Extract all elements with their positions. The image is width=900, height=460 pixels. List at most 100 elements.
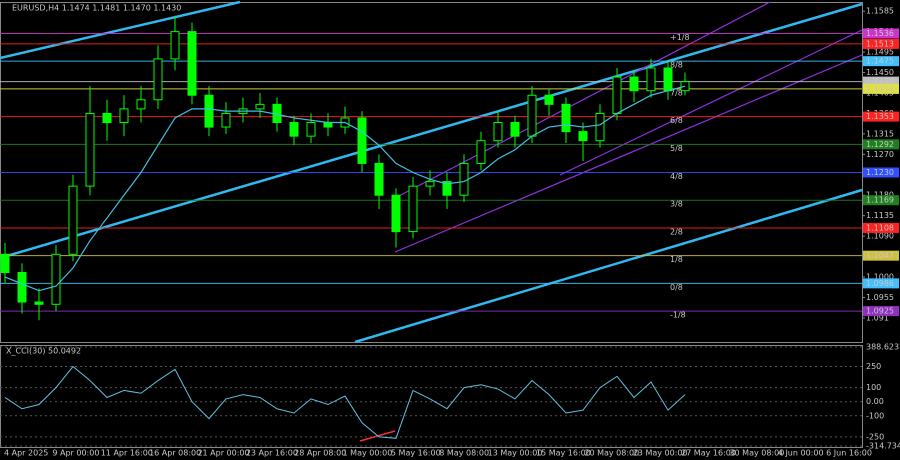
murray-label: 7/8	[670, 88, 683, 97]
y-tick-label: 1.091	[866, 313, 889, 322]
murray-label: 6/8	[670, 116, 683, 125]
x-tick-label: 8 May 08:00	[439, 449, 489, 458]
candle-body	[493, 122, 503, 142]
candle-body	[459, 162, 469, 196]
trend-line	[0, 0, 241, 60]
level-label-box	[863, 167, 899, 178]
candle-body	[255, 103, 265, 110]
candle-body	[306, 122, 316, 137]
trend-line	[354, 188, 863, 344]
murray-label: 1/8	[670, 255, 683, 264]
candle-body	[204, 94, 214, 128]
cci-tick-label: -314.7341	[866, 442, 900, 451]
y-tick-label: 1.1450	[866, 68, 894, 77]
candle-body	[629, 76, 639, 92]
level-label-box	[863, 76, 899, 87]
y-tick-label: 1.1585	[866, 7, 894, 16]
cci-tick-label: -250	[866, 432, 884, 441]
murray-label: 0/8	[670, 283, 683, 292]
level-label-box	[863, 111, 899, 122]
level-label: 1.1414	[866, 84, 894, 93]
y-tick-label: 1.1090	[866, 232, 894, 241]
x-tick-label: 21 Apr 00:00	[197, 449, 249, 458]
candle-body	[34, 301, 44, 305]
cci-tick-label: -100	[866, 411, 884, 420]
murray-label: 3/8	[670, 200, 683, 209]
y-tick-label: 1.0955	[866, 293, 894, 302]
level-label-box	[863, 28, 899, 39]
murray-label: 4/8	[670, 172, 683, 181]
x-tick-label: 28 Apr 08:00	[294, 449, 346, 458]
level-label: 1.0925	[866, 307, 894, 316]
level-label: 1.0986	[866, 279, 894, 288]
level-label-box	[863, 56, 899, 67]
cci-tick-label: 0.00	[866, 397, 884, 406]
y-tick-label: 1.1315	[866, 129, 894, 138]
x-tick-label: 23 Apr 16:00	[246, 449, 298, 458]
level-label-box	[863, 195, 899, 206]
x-tick-label: 23 May 00:00	[633, 449, 688, 458]
sub-frame	[0, 345, 863, 448]
candle-body	[357, 117, 367, 164]
y-tick-label: 1.1495	[866, 48, 894, 57]
candle-body	[510, 122, 520, 137]
level-label: 1.1047	[866, 251, 894, 260]
candle-body	[527, 94, 537, 137]
candle-body	[612, 76, 622, 114]
murray-label: +1/8	[670, 33, 690, 42]
x-tick-label: 27 May 16:00	[681, 449, 736, 458]
x-tick-label: 4 Jun 00:00	[778, 449, 824, 458]
candle-body	[51, 253, 61, 305]
candle-body	[646, 67, 656, 92]
level-label-box	[863, 278, 899, 289]
level-label: 1.1536	[866, 29, 894, 38]
candle-body	[374, 162, 384, 196]
murray-label: -1/8	[670, 311, 686, 320]
level-label: 1.1513	[866, 39, 894, 48]
x-tick-label: 30 May 08:00	[729, 449, 784, 458]
x-tick-label: 15 May 16:00	[536, 449, 591, 458]
level-label-box	[863, 139, 899, 150]
candle-body	[153, 58, 163, 101]
candle-body	[442, 181, 452, 196]
x-tick-label: 1 May 00:00	[343, 449, 393, 458]
candle-body	[578, 131, 588, 142]
candle-body	[391, 194, 401, 233]
candle-body	[68, 185, 78, 255]
candle-body	[663, 67, 673, 92]
candle-body	[544, 94, 554, 105]
candle-body	[221, 112, 231, 128]
level-label-box	[863, 38, 899, 49]
cci-tick-label: 388.6237	[866, 343, 900, 352]
level-label: 1.1292	[866, 140, 894, 149]
candle-body	[595, 112, 605, 142]
x-tick-label: 4 Apr 2025	[4, 449, 48, 458]
candle-body	[119, 108, 129, 124]
candle-body	[476, 140, 486, 164]
channel-line	[394, 54, 863, 253]
level-label: 1.1353	[866, 112, 894, 121]
trend-lines	[0, 0, 863, 442]
level-label-box	[863, 250, 899, 261]
candle-body	[170, 31, 180, 60]
level-label-box	[863, 306, 899, 317]
cci-line	[4, 365, 686, 439]
level-label: 1.1230	[866, 168, 894, 177]
x-tick-label: 11 Apr 16:00	[101, 449, 153, 458]
level-label-box	[863, 222, 899, 233]
y-tick-label: 1.1000	[866, 273, 894, 282]
x-tick-label: 5 May 16:00	[391, 449, 441, 458]
candle-body	[187, 31, 197, 96]
x-tick-label: 6 Jun 16:00	[826, 449, 872, 458]
candle-body	[561, 103, 571, 133]
x-tick-label: 16 Apr 08:00	[149, 449, 201, 458]
x-tick-label: 20 May 08:00	[584, 449, 639, 458]
candle-body	[17, 271, 27, 303]
level-label: 1.1108	[866, 223, 894, 232]
moving-average	[4, 85, 686, 292]
channel-line	[559, 29, 863, 176]
y-tick-label: 1.1135	[866, 211, 894, 220]
murray-label: 2/8	[670, 227, 683, 236]
level-label: 1.1430	[866, 77, 894, 86]
